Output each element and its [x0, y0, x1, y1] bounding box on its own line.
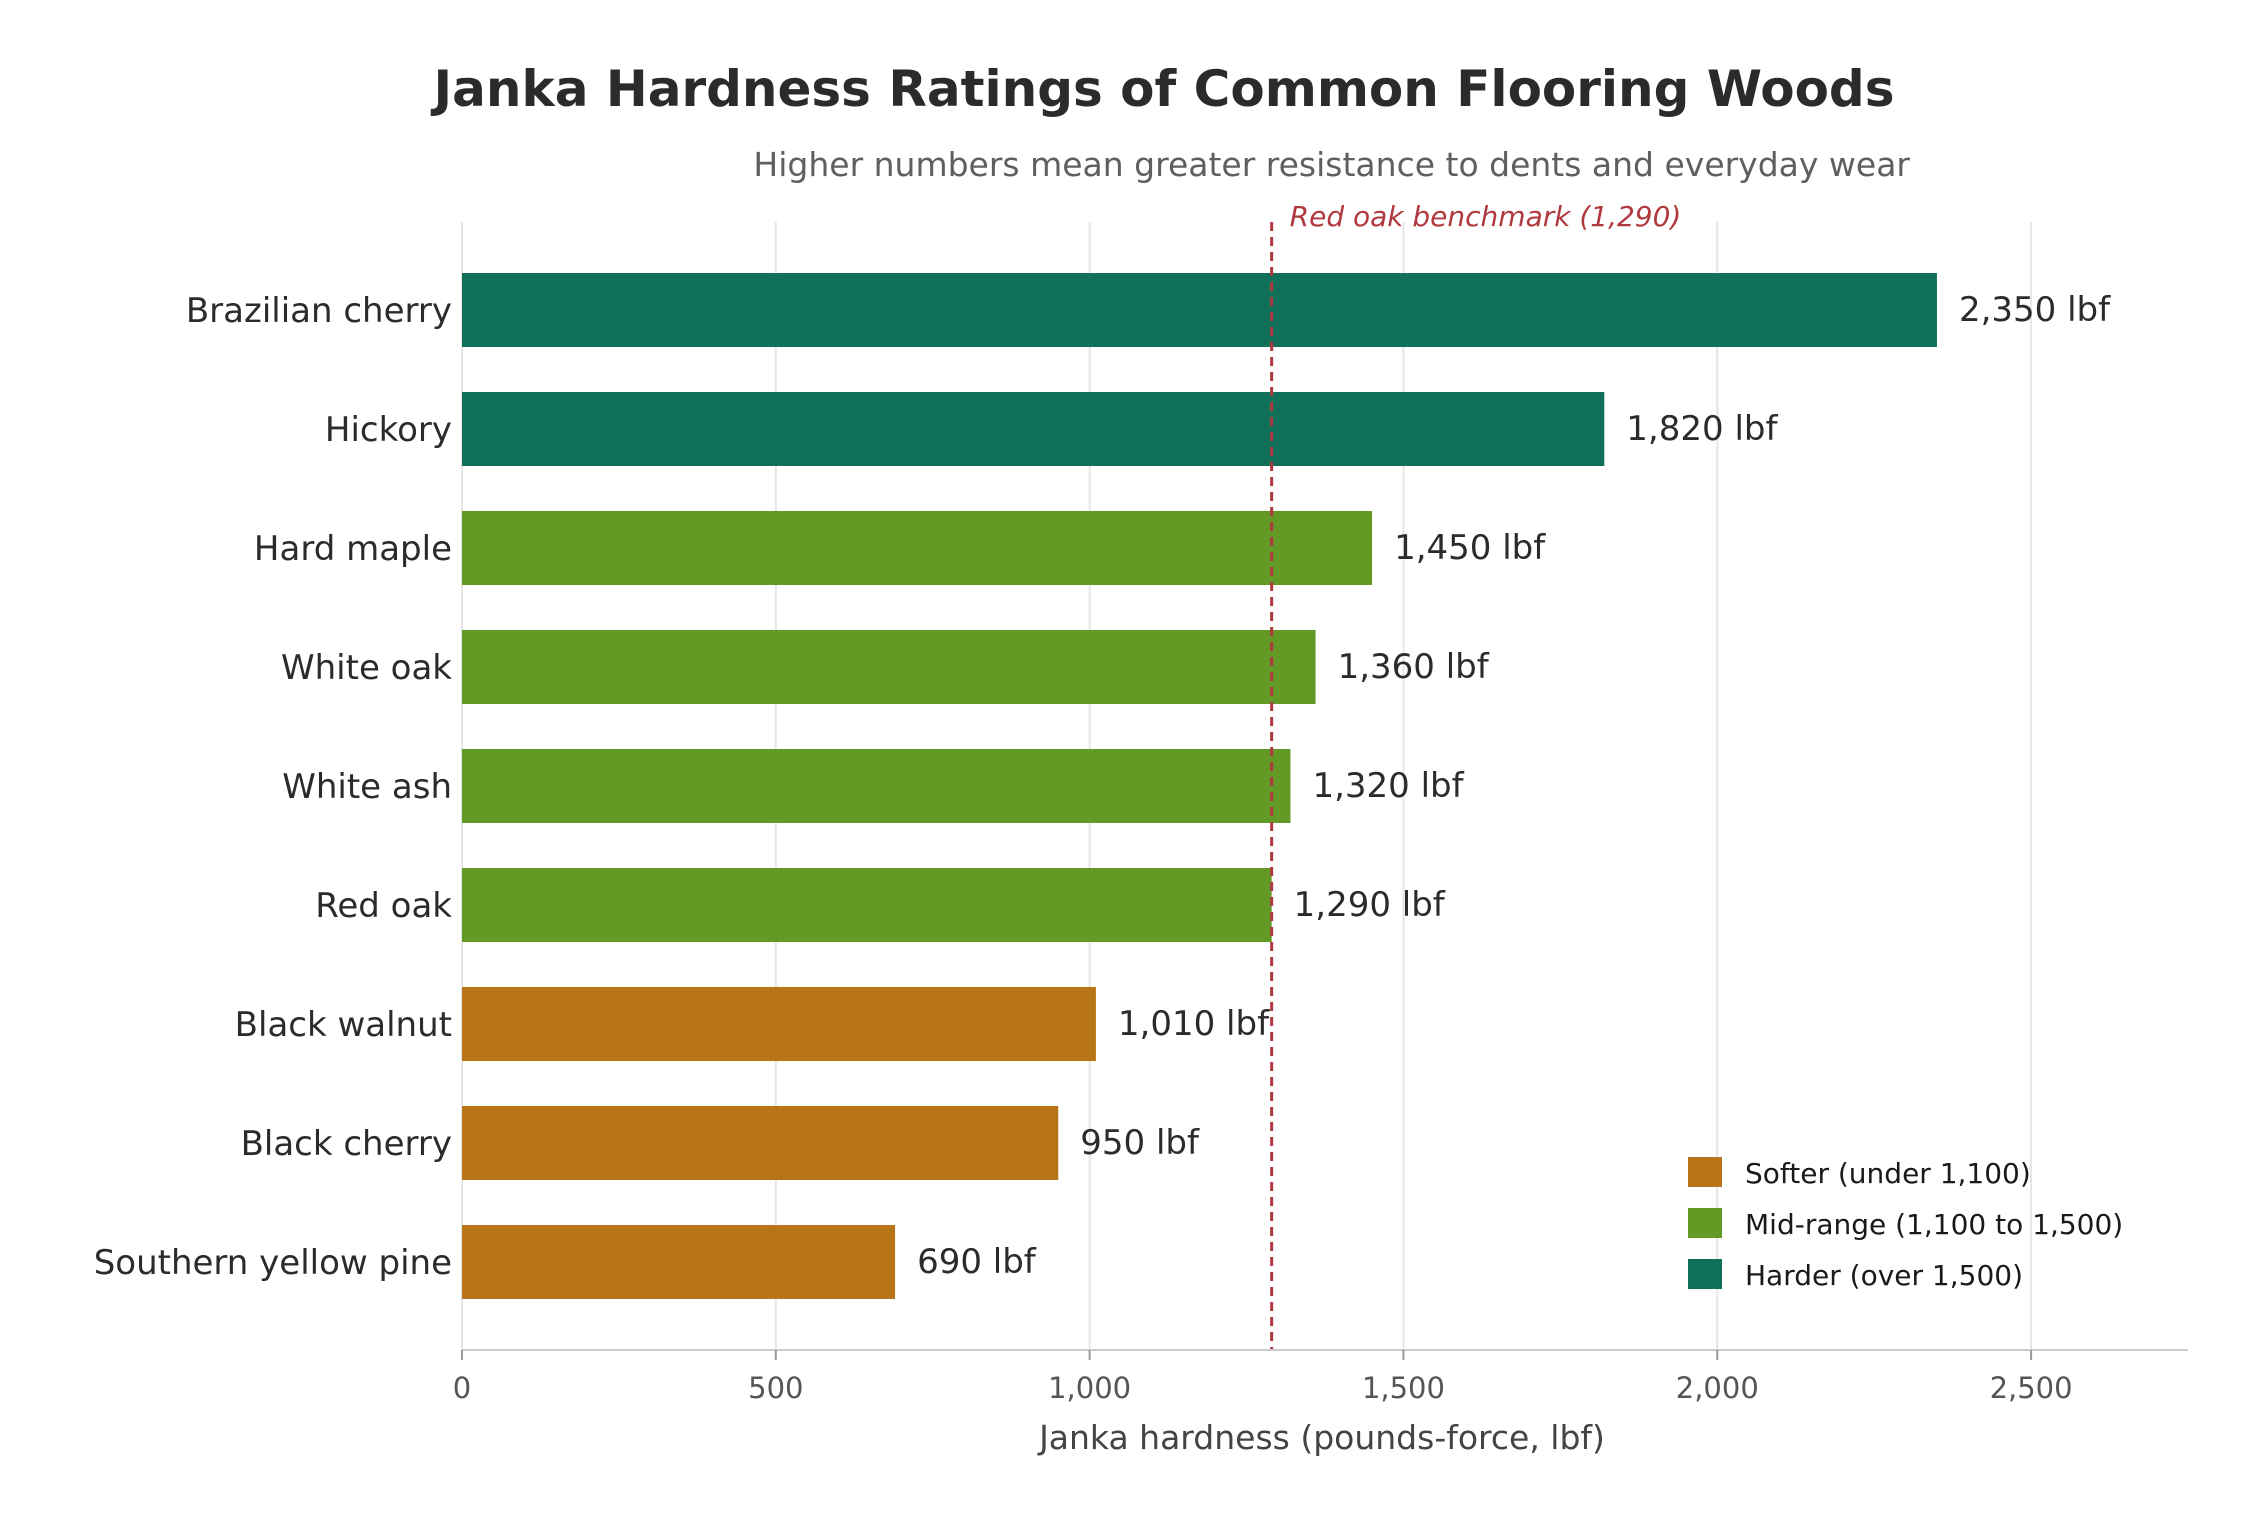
- bar-value-label: 1,320 lbf: [1312, 766, 1464, 806]
- x-axis-label: Janka hardness (pounds-force, lbf): [1037, 1418, 1605, 1457]
- x-tick-label: 500: [748, 1371, 803, 1405]
- benchmark-label: Red oak benchmark (1,290): [1290, 200, 1682, 233]
- legend-label: Mid-range (1,100 to 1,500): [1745, 1208, 2123, 1241]
- bar-value-label: 1,820 lbf: [1626, 409, 1778, 449]
- bar-value-label: 1,360 lbf: [1338, 647, 1490, 687]
- bars: [462, 273, 1937, 1299]
- bar-value-label: 1,010 lbf: [1118, 1004, 1270, 1044]
- category-label: Red oak: [315, 886, 452, 926]
- bar-value-label: 1,450 lbf: [1394, 528, 1546, 568]
- category-label: Brazilian cherry: [186, 291, 452, 331]
- x-tick-label: 0: [453, 1371, 471, 1405]
- legend-swatch: [1688, 1157, 1722, 1187]
- bar-value-label: 690 lbf: [917, 1242, 1037, 1282]
- category-label: Hard maple: [254, 529, 452, 569]
- bar: [462, 273, 1937, 347]
- x-tick-label: 1,000: [1048, 1371, 1131, 1405]
- x-tick-label: 1,500: [1362, 1371, 1445, 1405]
- bar: [462, 392, 1605, 466]
- x-tick-label: 2,500: [1990, 1371, 2073, 1405]
- bar-value-label: 1,290 lbf: [1294, 885, 1446, 925]
- bar: [462, 630, 1316, 704]
- bar: [462, 868, 1272, 942]
- category-labels: Brazilian cherry Hickory Hard maple White o…: [94, 291, 453, 1283]
- legend: Softer (under 1,100) Mid-range (1,100 to …: [1688, 1157, 2123, 1292]
- bar: [462, 1106, 1059, 1180]
- bar: [462, 749, 1291, 823]
- category-label: Black walnut: [235, 1005, 452, 1045]
- x-axis: 0 500 1,000 1,500 2,000 2,500: [453, 1349, 2188, 1405]
- category-label: Black cherry: [241, 1124, 452, 1164]
- bar: [462, 1225, 896, 1299]
- chart-subtitle: Higher numbers mean greater resistance t…: [753, 145, 1910, 184]
- category-label: Southern yellow pine: [94, 1243, 452, 1283]
- legend-label: Harder (over 1,500): [1745, 1259, 2023, 1292]
- value-labels: 2,350 lbf 1,820 lbf 1,450 lbf 1,360 lbf 1,32…: [917, 290, 2111, 1282]
- legend-swatch: [1688, 1208, 1722, 1238]
- legend-label: Softer (under 1,100): [1745, 1157, 2031, 1190]
- bar: [462, 987, 1096, 1061]
- x-tick-label: 2,000: [1676, 1371, 1759, 1405]
- bar-value-label: 950 lbf: [1080, 1123, 1200, 1163]
- chart-title: Janka Hardness Ratings of Common Floorin…: [431, 60, 1895, 118]
- bar-value-label: 2,350 lbf: [1959, 290, 2111, 330]
- category-label: Hickory: [325, 410, 452, 450]
- legend-swatch: [1688, 1259, 1722, 1289]
- bar: [462, 511, 1373, 585]
- category-label: White ash: [282, 767, 452, 807]
- category-label: White oak: [281, 648, 452, 688]
- benchmark: Red oak benchmark (1,290): [1270, 200, 1682, 1350]
